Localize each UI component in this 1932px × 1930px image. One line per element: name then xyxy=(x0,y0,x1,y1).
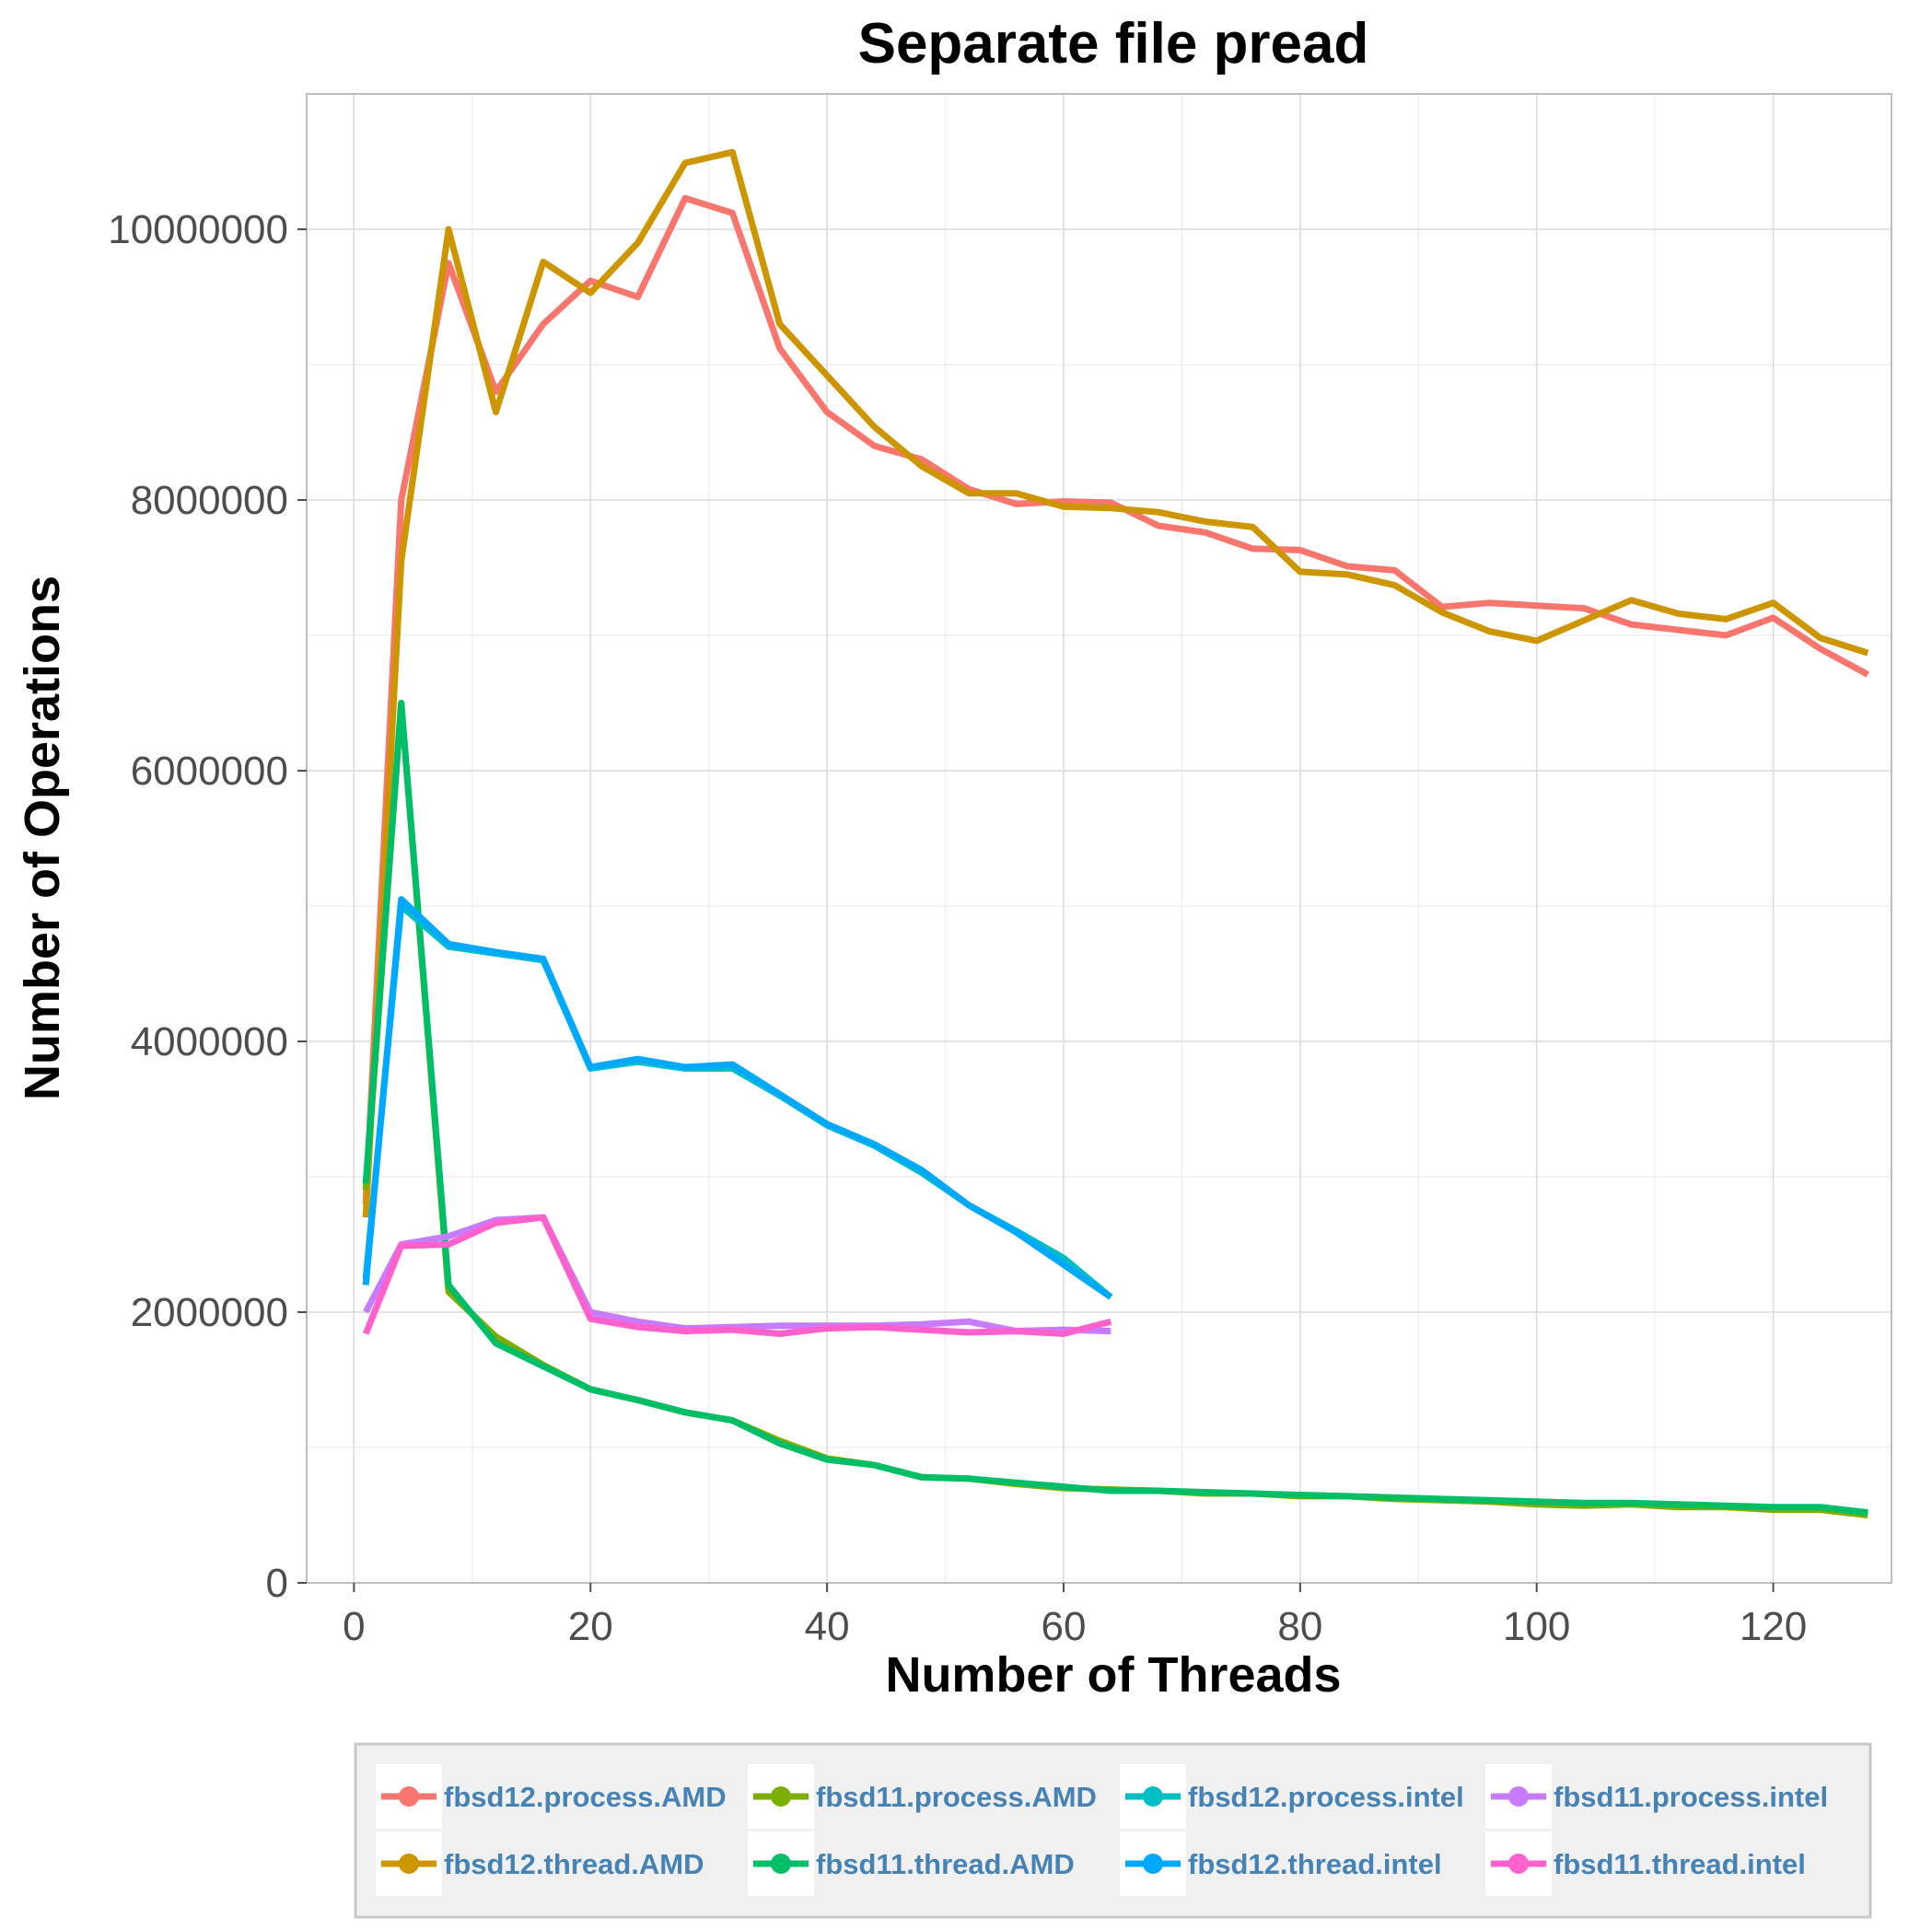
legend-key-point xyxy=(1508,1854,1529,1874)
series-lines xyxy=(362,148,1869,1518)
chart-title: Separate file pread xyxy=(858,12,1369,76)
legend-key-point xyxy=(771,1786,791,1807)
x-tick-label: 80 xyxy=(1277,1604,1322,1649)
series-line-fbsd11-thread-intel xyxy=(362,1214,1112,1337)
x-tick-label: 40 xyxy=(805,1604,850,1649)
legend-key-point xyxy=(1143,1854,1163,1874)
x-tick-label: 120 xyxy=(1740,1604,1807,1649)
legend-label: fbsd12.thread.AMD xyxy=(444,1848,704,1880)
x-axis: 0 20 40 60 80 100 120 xyxy=(343,1583,1807,1649)
legend-key-point xyxy=(399,1786,419,1807)
y-axis: 0 2000000 4000000 6000000 8000000 10000000 xyxy=(108,207,307,1606)
x-tick-label: 0 xyxy=(343,1604,365,1649)
legend-label: fbsd12.process.intel xyxy=(1188,1781,1464,1813)
legend-label: fbsd11.process.AMD xyxy=(816,1781,1097,1813)
legend-label: fbsd11.thread.AMD xyxy=(816,1848,1075,1880)
legend: fbsd12.process.AMD fbsd12.thread.AMD fbsd1… xyxy=(376,1764,1828,1896)
series-line-fbsd12-thread-intel xyxy=(362,896,1113,1300)
legend-key-point xyxy=(399,1854,419,1874)
x-tick-label: 20 xyxy=(568,1604,613,1649)
legend-key-point xyxy=(1508,1786,1529,1807)
series-line-fbsd12-process-AMD xyxy=(362,194,1869,1204)
y-tick-label: 10000000 xyxy=(108,207,288,252)
legend-label: fbsd11.thread.intel xyxy=(1554,1848,1806,1880)
legend-label: fbsd12.thread.intel xyxy=(1188,1848,1442,1880)
legend-label: fbsd11.process.intel xyxy=(1554,1781,1828,1813)
y-tick-label: 4000000 xyxy=(131,1019,288,1064)
y-axis-title: Number of Operations xyxy=(15,576,70,1100)
y-tick-label: 8000000 xyxy=(131,478,288,523)
y-tick-label: 2000000 xyxy=(131,1290,288,1335)
legend-key-point xyxy=(1143,1786,1163,1807)
plot-panel xyxy=(306,93,1892,1584)
legend-box xyxy=(354,1742,1872,1919)
x-tick-label: 60 xyxy=(1041,1604,1086,1649)
legend-key-point xyxy=(771,1854,791,1874)
y-tick-label: 0 xyxy=(266,1561,288,1606)
x-tick-label: 100 xyxy=(1503,1604,1570,1649)
y-tick-label: 6000000 xyxy=(131,749,288,794)
series-line-fbsd12-thread-AMD xyxy=(362,148,1869,1218)
x-axis-title: Number of Threads xyxy=(885,1647,1341,1703)
series-line-fbsd11-thread-AMD xyxy=(362,700,1868,1517)
legend-label: fbsd12.process.AMD xyxy=(444,1781,727,1813)
grid xyxy=(307,94,1891,1584)
